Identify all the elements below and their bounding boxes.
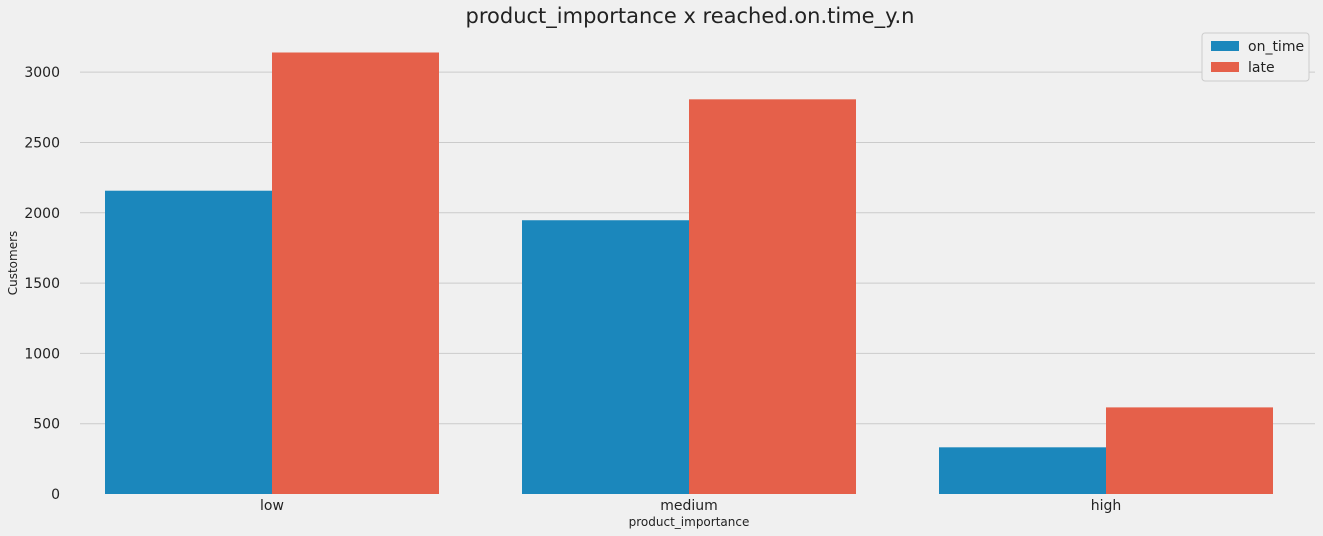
bar-late-low (272, 52, 439, 494)
y-tick-label: 3000 (24, 65, 60, 81)
y-tick-label: 0 (51, 487, 60, 503)
y-tick-label: 1500 (24, 276, 60, 292)
x-tick-label: low (260, 498, 284, 514)
y-tick-label: 2000 (24, 206, 60, 222)
y-ticks: 0 500 1000 1500 2000 2500 3000 (24, 65, 60, 503)
y-tick-label: 1000 (24, 346, 60, 362)
bar-late-high (1106, 407, 1273, 494)
x-ticks: low medium high (260, 498, 1121, 514)
x-tick-label: medium (660, 498, 718, 514)
chart-title: product_importance x reached.on.time_y.n (466, 4, 915, 29)
bar-on_time-low (105, 190, 272, 495)
bar-late-medium (689, 99, 856, 494)
bars (105, 52, 1273, 495)
legend-swatch-late (1211, 62, 1239, 72)
y-tick-label: 2500 (24, 135, 60, 151)
y-tick-label: 500 (33, 417, 60, 433)
y-axis-label: Customers (6, 231, 20, 296)
x-tick-label: high (1091, 498, 1122, 514)
x-axis-label: product_importance (629, 515, 750, 529)
bar-on_time-high (939, 447, 1106, 494)
legend-label-on_time: on_time (1248, 39, 1304, 55)
legend-swatch-on_time (1211, 41, 1239, 51)
bar-on_time-medium (522, 220, 689, 495)
legend-label-late: late (1248, 60, 1275, 76)
